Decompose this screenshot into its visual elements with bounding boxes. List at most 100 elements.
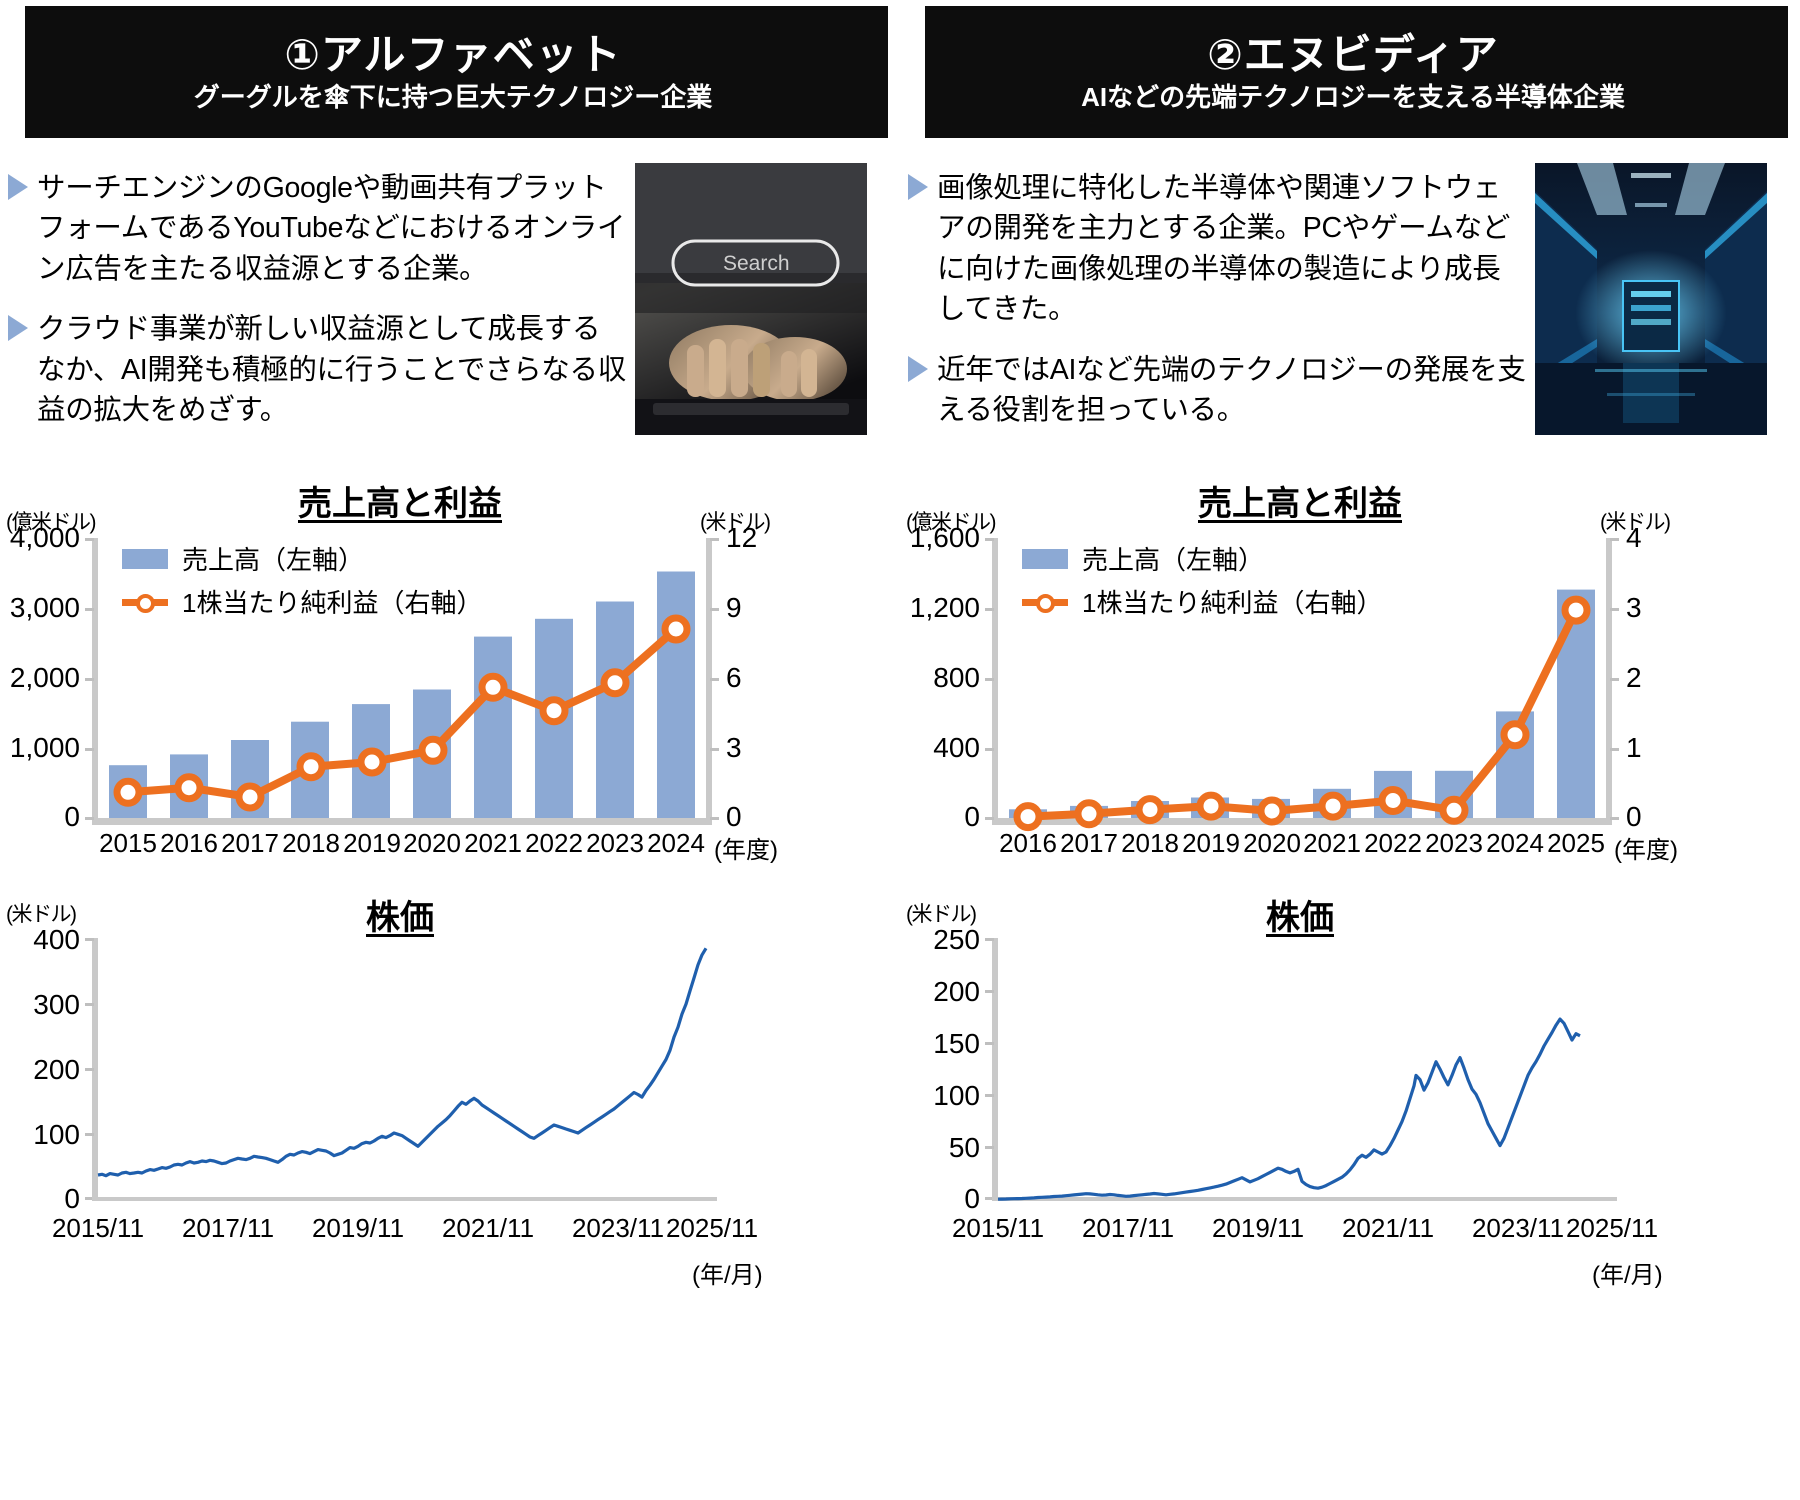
x-tick-label: 2017/11 xyxy=(1081,1213,1175,1243)
x-tick-label: 2025/11 xyxy=(665,1213,759,1243)
list-item: サーチエンジンのGoogleや動画共有プラットフォームであるYouTubeなどに… xyxy=(8,168,626,289)
y2-tick-label: 9 xyxy=(726,592,742,623)
stock-price-line xyxy=(997,1017,1581,1201)
list-item: 画像処理に特化した半導体や関連ソフトウェアの開発を主力とする企業。PCやゲームな… xyxy=(908,168,1526,330)
chart-title: 売上高と利益 xyxy=(1198,485,1402,523)
triangle-bullet-icon xyxy=(908,355,928,382)
y-tick-label: 0 xyxy=(64,801,80,832)
bullet-list-alphabet: サーチエンジンのGoogleや動画共有プラットフォームであるYouTubeなどに… xyxy=(8,168,626,451)
y-tick-label: 400 xyxy=(33,924,80,955)
left-axis-unit: (億米ドル) xyxy=(906,511,997,534)
bullet-text: クラウド事業が新しい収益源として成長するなか、AI開発も積極的に行うことでさらな… xyxy=(37,313,626,427)
eps-line xyxy=(1024,606,1580,821)
y-tick-label: 1,600 xyxy=(909,522,980,553)
x-tick-label: 2015 xyxy=(99,828,157,858)
y-tick-label: 1,200 xyxy=(909,592,980,623)
y2-tick-label: 4 xyxy=(1626,522,1642,553)
y2-tick-label: 0 xyxy=(1626,801,1642,832)
legend-item-eps: 1株当たり純利益（右軸） xyxy=(1022,583,1382,620)
x-tick-label: 2016 xyxy=(999,828,1057,858)
chart-title: 株価 xyxy=(1266,899,1334,937)
x-tick-label: 2022 xyxy=(525,828,583,858)
left-axis-unit: (億米ドル) xyxy=(6,511,97,534)
x-tick-label: 2021 xyxy=(464,828,522,858)
panel-subtitle: グーグルを傘下に持つ巨大テクノロジー企業 xyxy=(193,81,713,112)
legend-line-eps xyxy=(1022,592,1068,613)
y-tick-label: 300 xyxy=(33,989,80,1020)
legend-item-revenue: 売上高（左軸） xyxy=(122,540,364,577)
y2-tick-label: 12 xyxy=(726,522,758,553)
x-tick-label: 2020 xyxy=(1243,828,1301,858)
x-tick-label: 2023/11 xyxy=(1471,1213,1565,1243)
triangle-bullet-icon xyxy=(8,174,28,200)
right-axis-unit: (米ドル) xyxy=(1600,511,1671,534)
legend-item-eps: 1株当たり純利益（右軸） xyxy=(122,583,482,620)
x-axis-unit: (年/月) xyxy=(692,1262,763,1289)
y-tick-label: 3,000 xyxy=(9,592,80,623)
y2-tick-label: 2 xyxy=(1626,662,1642,693)
legend-item-revenue: 売上高（左軸） xyxy=(1022,540,1264,577)
x-tick-label: 2022 xyxy=(1364,828,1422,858)
panel-subtitle: AIなどの先端テクノロジーを支える半導体企業 xyxy=(1081,81,1625,112)
list-item: 近年ではAIなど先端のテクノロジーの発展を支える役割を担っている。 xyxy=(908,350,1526,431)
revenue-chart-canvas xyxy=(985,538,1619,832)
x-tick-label: 2025/11 xyxy=(1565,1213,1659,1243)
y-tick-label: 50 xyxy=(948,1132,980,1163)
bullet-list-nvidia: 画像処理に特化した半導体や関連ソフトウェアの開発を主力とする企業。PCやゲームな… xyxy=(908,168,1526,451)
panel-photo-nvidia xyxy=(1535,163,1767,435)
y-tick-label: 0 xyxy=(64,1183,80,1214)
x-axis-unit: (年度) xyxy=(1614,837,1678,864)
stock-chart-canvas xyxy=(985,938,1617,1201)
x-tick-label: 2017/11 xyxy=(181,1213,275,1243)
bullet-text: サーチエンジンのGoogleや動画共有プラットフォームであるYouTubeなどに… xyxy=(37,172,626,285)
x-tick-label: 2017 xyxy=(1060,828,1118,858)
x-tick-label: 2024 xyxy=(1486,828,1544,858)
panel-header-alphabet: ①アルファベット グーグルを傘下に持つ巨大テクノロジー企業 xyxy=(18,6,888,138)
x-tick-label: 2024 xyxy=(647,828,705,858)
y-tick-label: 150 xyxy=(933,1028,980,1059)
header-accent-bar xyxy=(918,6,925,138)
x-tick-label: 2021 xyxy=(1303,828,1361,858)
x-tick-label: 2025 xyxy=(1547,828,1605,858)
bar-series xyxy=(1009,589,1595,819)
y-tick-label: 4,000 xyxy=(9,522,80,553)
y2-tick-label: 6 xyxy=(726,662,742,693)
panel-nvidia: ②エヌビディア AIなどの先端テクノロジーを支える半導体企業 画像処理に特化した… xyxy=(900,0,1800,1500)
x-tick-label: 2017 xyxy=(221,828,279,858)
eps-markers xyxy=(1013,595,1591,832)
y2-tick-label: 1 xyxy=(1626,732,1642,763)
panel-title: ①アルファベット xyxy=(284,30,622,78)
y-tick-label: 200 xyxy=(933,976,980,1007)
y-tick-label: 1,000 xyxy=(9,732,80,763)
bullet-text: 画像処理に特化した半導体や関連ソフトウェアの開発を主力とする企業。PCやゲームな… xyxy=(937,172,1511,326)
y2-tick-label: 3 xyxy=(1626,592,1642,623)
y-axis-unit: (米ドル) xyxy=(906,903,977,926)
legend-label: 1株当たり純利益（右軸） xyxy=(1082,588,1383,618)
x-tick-label: 2019 xyxy=(1182,828,1240,858)
legend-label: 売上高（左軸） xyxy=(1082,545,1265,575)
bullet-text: 近年ではAIなど先端のテクノロジーの発展を支える役割を担っている。 xyxy=(937,353,1526,427)
stock-chart-canvas xyxy=(85,938,717,1201)
y-tick-label: 800 xyxy=(933,662,980,693)
panel-header-nvidia: ②エヌビディア AIなどの先端テクノロジーを支える半導体企業 xyxy=(918,6,1788,138)
chart-title: 株価 xyxy=(366,899,434,937)
header-accent-bar xyxy=(18,6,25,138)
legend-swatch-bar xyxy=(1022,548,1068,569)
x-tick-label: 2015/11 xyxy=(951,1213,1045,1243)
y-tick-label: 100 xyxy=(933,1080,980,1111)
x-tick-label: 2023/11 xyxy=(571,1213,665,1243)
panel-photo-alphabet: Search xyxy=(635,163,867,435)
panel-title: ②エヌビディア xyxy=(1207,30,1499,78)
y-tick-label: 200 xyxy=(33,1054,80,1085)
x-tick-label: 2019/11 xyxy=(311,1213,405,1243)
right-axis-unit: (米ドル) xyxy=(700,511,771,534)
x-tick-label: 2018 xyxy=(1121,828,1179,858)
legend-label: 1株当たり純利益（右軸） xyxy=(182,588,483,618)
x-tick-label: 2021/11 xyxy=(441,1213,535,1243)
y-tick-label: 400 xyxy=(933,732,980,763)
revenue-chart-canvas xyxy=(85,538,719,825)
x-tick-label: 2023 xyxy=(586,828,644,858)
x-axis-unit: (年/月) xyxy=(1592,1262,1663,1289)
eps-line xyxy=(124,625,680,801)
x-tick-label: 2023 xyxy=(1425,828,1483,858)
